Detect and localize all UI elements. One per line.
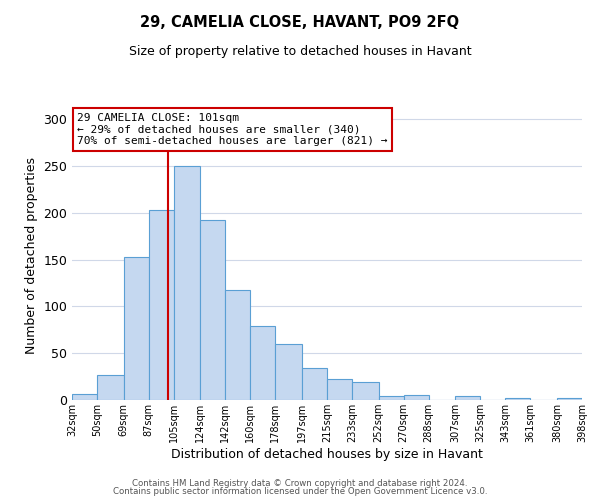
Bar <box>455 396 480 400</box>
X-axis label: Distribution of detached houses by size in Havant: Distribution of detached houses by size … <box>171 448 483 461</box>
Text: Contains public sector information licensed under the Open Government Licence v3: Contains public sector information licen… <box>113 487 487 496</box>
Y-axis label: Number of detached properties: Number of detached properties <box>25 156 38 354</box>
Bar <box>557 398 582 400</box>
Bar <box>225 290 250 400</box>
Text: Size of property relative to detached houses in Havant: Size of property relative to detached ho… <box>128 45 472 58</box>
Bar <box>250 326 275 400</box>
Bar <box>275 344 302 400</box>
Bar <box>352 382 379 400</box>
Bar <box>200 220 225 400</box>
Text: 29, CAMELIA CLOSE, HAVANT, PO9 2FQ: 29, CAMELIA CLOSE, HAVANT, PO9 2FQ <box>140 15 460 30</box>
Text: Contains HM Land Registry data © Crown copyright and database right 2024.: Contains HM Land Registry data © Crown c… <box>132 478 468 488</box>
Bar <box>149 210 174 400</box>
Bar <box>174 166 200 400</box>
Bar <box>379 396 404 400</box>
Text: 29 CAMELIA CLOSE: 101sqm
← 29% of detached houses are smaller (340)
70% of semi-: 29 CAMELIA CLOSE: 101sqm ← 29% of detach… <box>77 113 388 146</box>
Bar <box>97 374 124 400</box>
Bar <box>302 368 327 400</box>
Bar <box>124 257 149 400</box>
Bar <box>72 394 97 400</box>
Bar <box>327 380 352 400</box>
Bar <box>505 398 530 400</box>
Bar <box>404 396 429 400</box>
